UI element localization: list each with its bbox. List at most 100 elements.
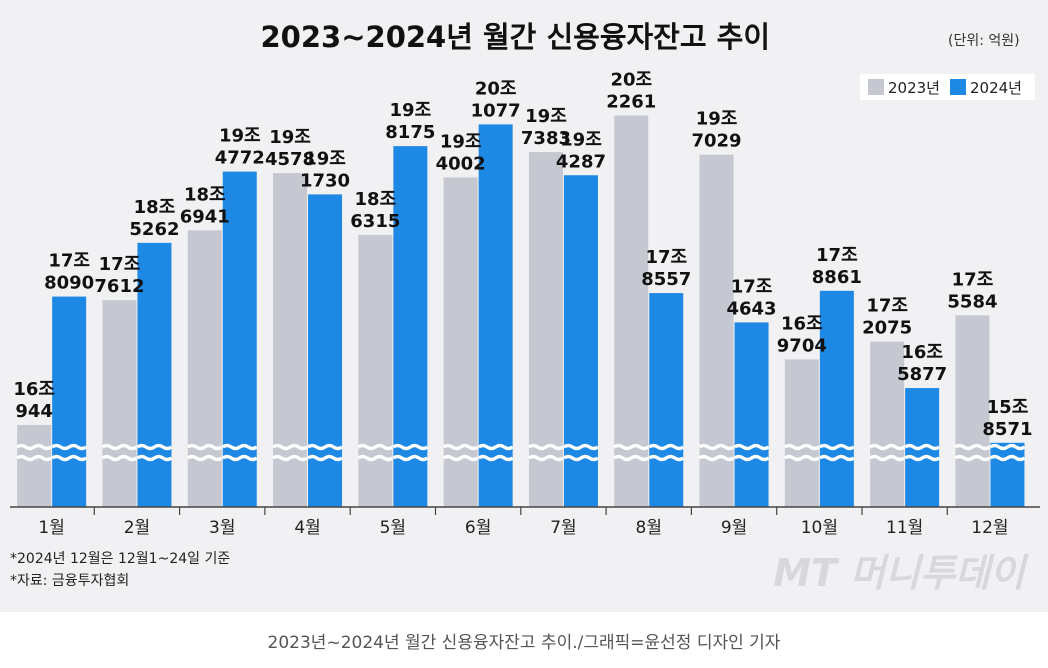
chart-unit: (단위: 억원) [948,33,1020,49]
bar-2024-2 [137,242,172,507]
bar-2023-12 [955,315,990,507]
axis-break-2024-11-0 [904,443,941,451]
axis-break-2024-6-1 [477,454,514,462]
x-tick-label-9: 9월 [721,518,747,538]
data-label-2023-8-jo: 20조 [610,70,652,91]
data-label-2023-8-eok: 2261 [606,92,656,113]
image-caption: 2023년~2024년 월간 신용융자잔고 추이./그래픽=윤선정 디자인 기자 [267,633,781,653]
data-label-2024-3-eok: 4772 [215,148,265,169]
axis-break-2023-4-1 [272,454,309,462]
bar-2023-10 [784,359,819,507]
data-label-2024-7-jo: 19조 [560,129,602,150]
axis-break-2024-7-1 [562,454,599,462]
x-tick-label-8: 8월 [636,518,662,538]
data-label-2023-2-jo: 17조 [99,254,141,275]
x-tick-label-10: 10월 [801,518,838,538]
data-label-2024-5-jo: 19조 [390,100,432,121]
data-label-2023-1-eok: 944 [15,401,53,422]
bar-2023-2 [102,300,137,507]
data-label-2024-10-eok: 8861 [812,267,862,288]
data-label-2023-10-jo: 16조 [781,313,823,334]
data-label-2023-10-eok: 9704 [777,335,827,356]
axis-break-2023-8-1 [613,454,650,462]
axis-break-2023-6-0 [442,443,479,451]
x-tick-label-3: 3월 [209,518,235,538]
axis-break-2024-5-0 [392,443,429,451]
data-label-2023-5-eok: 6315 [350,211,400,232]
axis-break-2024-11-1 [904,454,941,462]
data-label-2023-5-jo: 18조 [355,189,397,210]
data-label-2024-12-eok: 8571 [982,419,1032,440]
bar-chart: 2023~2024년 월간 신용융자잔고 추이 (단위: 억원) 2023년 2… [10,20,1040,595]
data-label-2023-9-eok: 7029 [691,131,741,152]
data-label-2024-11-eok: 5877 [897,364,947,385]
axis-break-2024-9-1 [733,454,770,462]
x-tick-label-2: 2월 [124,518,150,538]
axis-break-2023-1-0 [16,443,53,451]
data-label-2024-3-jo: 19조 [219,126,261,147]
data-label-2023-12-eok: 5584 [947,291,997,312]
legend-background [860,74,1035,100]
data-label-2023-9-jo: 19조 [696,109,738,130]
bar-2023-1 [17,425,52,507]
data-label-2024-8-jo: 17조 [645,247,687,268]
data-label-2024-1-eok: 8090 [44,273,94,294]
axis-break-2023-2-0 [101,443,138,451]
bar-2024-8 [649,293,684,507]
axis-break-2023-9-0 [698,443,735,451]
axis-break-2024-7-0 [562,443,599,451]
axis-break-2024-1-0 [51,443,88,451]
x-tick-label-4: 4월 [294,518,320,538]
legend-label-2023: 2023년 [888,79,940,97]
data-label-2024-12-jo: 15조 [987,397,1029,418]
axis-break-2023-5-0 [357,443,394,451]
bar-2024-3 [222,171,257,508]
data-label-2023-2-eok: 7612 [94,276,144,297]
legend-label-2024: 2024년 [970,79,1022,97]
data-label-2024-9-eok: 4643 [726,298,776,319]
data-label-2024-7-eok: 4287 [556,151,606,172]
data-label-2023-3-jo: 18조 [184,184,226,205]
chart-panel: 2023~2024년 월간 신용융자잔고 추이 (단위: 억원) 2023년 2… [0,0,1048,612]
axis-break-2024-4-1 [307,454,344,462]
bar-2024-9 [734,322,769,507]
data-label-2024-1-jo: 17조 [48,251,90,272]
data-label-2023-11-jo: 17조 [866,296,908,317]
data-label-2024-8-eok: 8557 [641,269,691,290]
axis-break-2023-12-0 [954,443,991,451]
data-label-2024-4-eok: 1730 [300,170,350,191]
axis-break-2024-6-0 [477,443,514,451]
bar-2023-8 [614,115,649,507]
axis-break-2024-2-0 [136,443,173,451]
x-tick-label-7: 7월 [550,518,576,538]
data-label-2023-1-jo: 16조 [13,379,55,400]
axis-break-2023-1-1 [16,454,53,462]
x-tick-label-11: 11월 [886,518,923,538]
data-label-2024-9-jo: 17조 [731,276,773,297]
data-label-2024-10-jo: 17조 [816,245,858,266]
axis-break-2023-7-1 [527,454,564,462]
bar-2024-12 [990,442,1025,507]
x-tick-label-12: 12월 [971,518,1008,538]
axis-break-2024-8-0 [648,443,685,451]
legend: 2023년 2024년 [860,74,1035,100]
data-label-2024-6-jo: 20조 [475,78,517,99]
bar-2023-4 [273,173,308,507]
data-label-2023-4-eok: 4578 [265,149,315,170]
axis-break-2023-10-1 [783,454,820,462]
axis-break-2024-1-1 [51,454,88,462]
bar-2023-11 [870,341,905,507]
axis-break-2024-12-0 [989,443,1026,451]
axis-break-2023-12-1 [954,454,991,462]
watermark-logo: MT 머니투데이 [773,551,1029,595]
axis-break-2023-10-0 [783,443,820,451]
x-tick-label-6: 6월 [465,518,491,538]
data-label-2023-11-eok: 2075 [862,318,912,339]
axis-break-2024-3-0 [221,443,258,451]
data-label-2024-2-eok: 5262 [129,219,179,240]
axis-break-2024-10-0 [818,443,855,451]
data-label-2023-6-eok: 4002 [436,153,486,174]
axis-break-2023-3-1 [186,454,223,462]
data-label-2023-12-jo: 17조 [952,269,994,290]
chart-title: 2023~2024년 월간 신용융자잔고 추이 [261,20,771,54]
